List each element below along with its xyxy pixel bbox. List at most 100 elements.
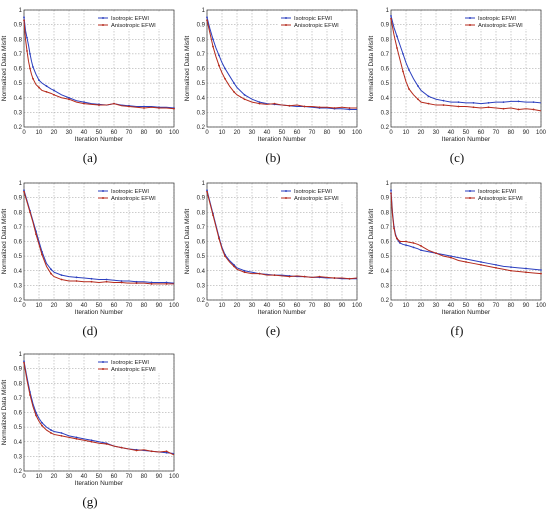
data-point [50,272,52,275]
y-axis-label: Normalized Data Misfit [184,209,191,275]
chart-panel: 0 10 20 30 40 50 60 70 80 90 100 0.2 0.3 0.4 0.5 0.6 0.7… [0,346,180,518]
x-tick-label: 10 [219,130,226,136]
data-point [487,101,490,104]
data-point [105,278,108,281]
data-point [243,271,246,274]
y-tick-label: 0.5 [197,81,206,87]
data-point [288,275,291,278]
panel-label: (g) [82,494,98,509]
y-axis-label: Normalized Data Misfit [1,36,8,102]
x-tick-label: 60 [111,303,118,309]
data-point [532,101,535,104]
x-tick-label: 70 [309,130,316,136]
x-tick-label: 30 [433,130,440,136]
data-point [233,265,235,268]
data-point [495,266,497,269]
y-axis-label: Normalized Data Misfit [1,209,8,275]
y-tick-label: 0.3 [197,283,206,289]
data-point [90,277,93,280]
x-tick-label: 60 [478,303,485,309]
legend-entry: Isotropic EFWI [111,16,149,22]
data-point [143,107,145,109]
data-point [75,276,78,279]
data-point [206,189,208,192]
panel-label: (b) [265,150,281,165]
x-tick-label: 70 [309,303,316,309]
line-chart: 0 10 20 30 40 50 60 70 80 90 100 0.2 0.3 0.4 0.5 0.6 0.7… [368,181,547,316]
chart-panel: 0 10 20 30 40 50 60 70 80 90 100 0.2 0.3 0.4 0.5 0.6 0.7… [183,2,363,174]
data-point [135,280,138,283]
legend-box [96,186,172,202]
x-tick-label: 20 [418,130,425,136]
data-point [396,35,398,38]
data-point [206,19,208,22]
y-tick-label: 0.7 [14,396,23,402]
data-point [29,67,31,70]
legend-entry: Anisotropic EFWI [111,196,156,202]
data-point [143,105,145,108]
x-tick-label: 80 [141,303,148,309]
x-tick-label: 90 [339,303,346,309]
y-tick-label: 0.6 [197,240,206,246]
data-point [480,261,482,263]
data-point [333,107,336,109]
x-tick-label: 50 [96,474,103,480]
y-tick-label: 0.5 [14,81,23,87]
data-point [450,255,452,258]
data-point [405,240,407,243]
x-tick-label: 100 [536,303,547,309]
data-point [408,88,410,90]
data-point [206,16,208,19]
data-point [502,107,505,110]
data-point [402,52,404,55]
data-point [53,89,55,92]
legend-entry: Anisotropic EFWI [294,23,339,29]
data-point [517,100,520,103]
data-point [90,280,93,283]
data-point [29,52,31,55]
y-tick-label: 0.6 [14,67,23,73]
y-tick-label: 0.4 [197,96,206,102]
x-tick-label: 70 [126,303,133,309]
data-point [45,91,48,93]
x-tick-label: 50 [279,303,286,309]
chart-panel: 0 10 20 30 40 50 60 70 80 90 100 0.2 0.3 0.4 0.5 0.6 0.7… [0,2,180,174]
data-point [60,435,63,437]
data-point [348,108,351,111]
anisotropic-series-line [206,20,357,109]
data-point [420,249,422,252]
x-tick-label: 50 [279,130,286,136]
legend-entry: Anisotropic EFWI [478,23,523,29]
line-chart: 0 10 20 30 40 50 60 70 80 90 100 0.2 0.3 0.4 0.5 0.6 0.7… [368,8,547,143]
data-point [233,91,235,93]
data-point [243,269,246,272]
data-point [517,108,520,111]
legend-marker [285,17,287,19]
y-tick-label: 0.8 [197,37,206,43]
data-point [23,360,25,363]
y-axis-label: Normalized Data Misfit [368,209,375,275]
data-point [150,281,153,284]
y-tick-label: 0.2 [14,298,23,304]
legend-marker [469,190,471,192]
y-tick-label: 0.9 [197,23,206,29]
x-tick-label: 70 [493,130,500,136]
legend-marker [285,197,287,199]
x-tick-label: 10 [403,130,410,136]
y-tick-label: 0.9 [14,196,23,202]
data-point [165,451,168,454]
data-point [206,190,208,193]
data-point [29,394,31,396]
y-tick-label: 0.4 [14,440,23,446]
data-point [480,264,482,266]
legend-entry: Anisotropic EFWI [294,196,339,202]
x-tick-label: 90 [523,130,530,136]
data-point [41,424,43,427]
x-tick-label: 90 [339,130,346,136]
data-point [495,264,497,266]
x-tick-label: 0 [205,303,209,309]
legend-marker [469,197,471,199]
data-point [390,17,392,20]
data-point [435,252,437,255]
data-point [50,432,52,434]
